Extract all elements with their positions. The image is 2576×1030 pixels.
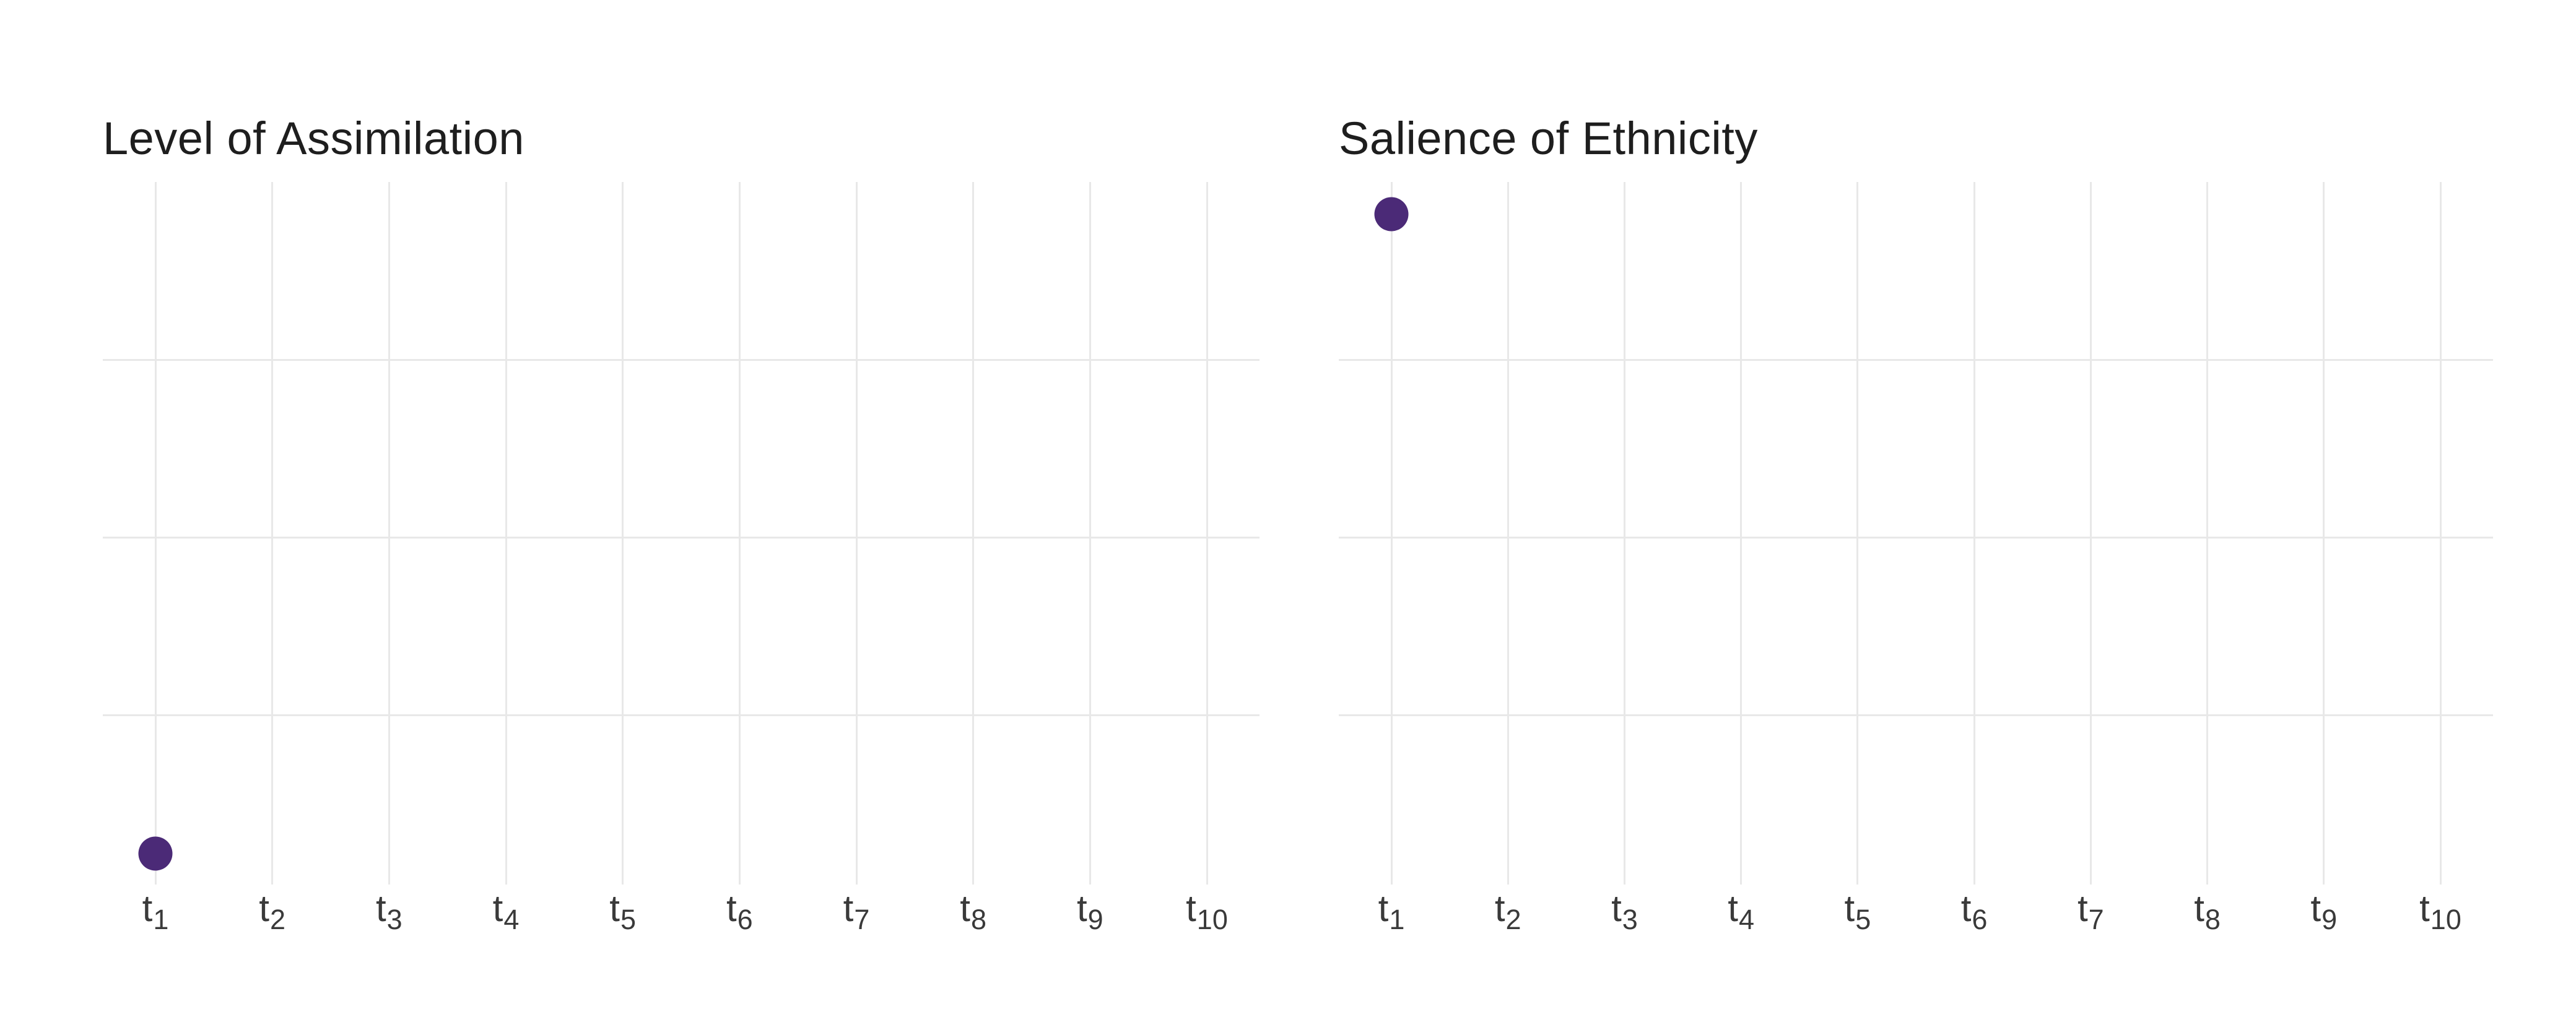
v-gridline [2323,182,2325,885]
x-axis-label-t10: t10 [1186,888,1228,935]
x-axis-label-t4: t4 [492,888,520,935]
v-gridline [388,182,390,885]
x-axis-label-t10: t10 [2419,888,2461,935]
x-axis-label-t9: t9 [2310,888,2338,935]
v-gridline [154,182,157,885]
v-gridline [505,182,507,885]
assimilation-chart: Level of Assimilation t1 t2 t3 t4 t5 t6 t7 t8 t9… [103,0,1260,1030]
v-gridline [622,182,624,885]
h-gridline [1339,536,2493,539]
v-gridline [1206,182,1208,885]
x-axis-label-t4: t4 [1728,888,1755,935]
ethnicity-plot-area: t1 t2 t3 t4 t5 t6 t7 t8 t9 t10 [1339,182,2493,933]
v-gridline [855,182,858,885]
x-axis-label-t9: t9 [1076,888,1103,935]
v-gridline [1390,182,1393,885]
x-axis-label-t2: t2 [1494,888,1521,935]
h-gridline [103,358,1260,361]
data-point-t1 [138,836,173,871]
h-gridline [103,536,1260,539]
x-axis-label-t5: t5 [1844,888,1871,935]
x-axis-label-t8: t8 [960,888,987,935]
h-gridline [1339,714,2493,716]
x-axis-label-t1: t1 [1378,888,1405,935]
x-axis-label-t2: t2 [259,888,286,935]
v-gridline [1973,182,1975,885]
data-point-t1 [1374,197,1409,232]
assimilation-plot-area: t1 t2 t3 t4 t5 t6 t7 t8 t9 t10 [103,182,1260,933]
v-gridline [2089,182,2092,885]
x-axis-label-t6: t6 [726,888,753,935]
h-gridline [1339,358,2493,361]
x-axis-label-t6: t6 [1960,888,1988,935]
v-gridline [1089,182,1091,885]
v-gridline [1623,182,1625,885]
x-axis-label-t1: t1 [142,888,169,935]
v-gridline [1856,182,1859,885]
v-gridline [2206,182,2209,885]
h-gridline [103,714,1260,716]
v-gridline [972,182,975,885]
chart-title-ethnicity: Salience of Ethnicity [1339,113,1758,165]
ethnicity-chart: Salience of Ethnicity t1 t2 t3 t4 t5 t6 t7 t8 t9… [1339,0,2493,1030]
v-gridline [1507,182,1509,885]
x-axis-label-t8: t8 [2194,888,2221,935]
x-axis-label-t7: t7 [2077,888,2104,935]
v-gridline [2439,182,2442,885]
x-axis-label-t3: t3 [375,888,402,935]
v-gridline [1740,182,1743,885]
x-axis-label-t3: t3 [1611,888,1638,935]
v-gridline [738,182,741,885]
v-gridline [271,182,274,885]
chart-title-assimilation: Level of Assimilation [103,113,524,165]
x-axis-label-t5: t5 [609,888,637,935]
x-axis-label-t7: t7 [843,888,870,935]
